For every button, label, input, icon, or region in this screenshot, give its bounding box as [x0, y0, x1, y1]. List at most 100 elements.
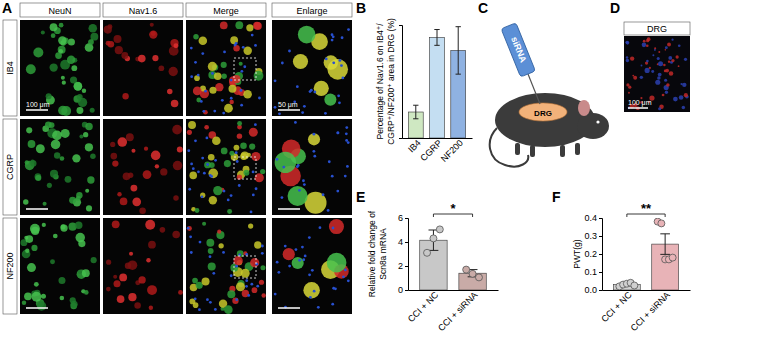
nucleus [347, 279, 350, 282]
cell [60, 296, 65, 301]
nucleus [194, 139, 197, 142]
y-tick-label: 0.1 [584, 267, 597, 277]
x-tick-label: IB4 [406, 138, 423, 155]
cell [235, 21, 243, 29]
cell [188, 121, 196, 129]
cell [121, 52, 128, 59]
cell [243, 46, 251, 54]
nucleus [199, 241, 202, 244]
nucleus [223, 190, 226, 193]
cell [243, 251, 247, 255]
cell [61, 224, 66, 229]
cell [240, 143, 247, 150]
cell [151, 31, 156, 36]
nucleus [235, 265, 238, 268]
error-cap [456, 74, 461, 75]
cell [236, 282, 245, 291]
cell [70, 301, 77, 308]
panel-d: DRG100 μm [624, 22, 690, 112]
cell [220, 22, 228, 30]
micrograph-background [103, 20, 183, 116]
nucleus [332, 61, 335, 64]
cell [68, 38, 75, 45]
nucleus [211, 72, 214, 75]
nucleus [187, 227, 190, 230]
cell [50, 23, 58, 31]
cell [67, 56, 75, 64]
cell [90, 108, 95, 113]
x-axis: CCI + NCCCI + siRNA [599, 289, 690, 333]
nucleus [341, 77, 344, 80]
cell [199, 36, 208, 45]
speck [678, 65, 680, 67]
speck [654, 49, 656, 51]
micrograph: 50 μm [272, 20, 352, 116]
nucleus [303, 183, 306, 186]
speck [668, 60, 670, 62]
nucleus [342, 275, 345, 278]
cell [298, 26, 316, 44]
cell [203, 110, 208, 115]
micrograph [272, 119, 352, 215]
cell [76, 107, 83, 114]
nucleus [221, 99, 224, 102]
nucleus [309, 296, 312, 299]
nucleus [296, 165, 299, 168]
chart: IB4CGRPNF200Percentage of Nav1.6 on IB4⁺… [375, 18, 473, 164]
scale-bar-label: 100 μm [26, 101, 50, 109]
zoom-box [234, 157, 256, 179]
cell [53, 234, 58, 239]
cell [230, 36, 238, 44]
y-axis-line [405, 219, 409, 291]
cell [139, 207, 146, 214]
cell [47, 183, 52, 188]
cell [110, 153, 117, 160]
nucleus [312, 150, 315, 153]
nucleus [190, 251, 193, 254]
cell [217, 230, 221, 234]
panel-label: A [2, 0, 12, 16]
cell [113, 275, 117, 279]
cell [232, 298, 238, 304]
data-point [631, 282, 638, 289]
panel-label: B [356, 0, 366, 16]
nucleus [250, 283, 253, 286]
speck [667, 42, 671, 46]
cell [31, 245, 37, 251]
y-tick-label: 0.4 [584, 213, 597, 223]
nucleus [303, 105, 306, 108]
cell [314, 81, 329, 96]
cell [178, 290, 183, 295]
cell [112, 160, 118, 166]
x-tick: NF200 [439, 138, 465, 164]
data-point [424, 249, 431, 256]
cell [110, 142, 115, 147]
nucleus [198, 308, 201, 311]
nucleus [230, 97, 233, 100]
micrograph [186, 20, 266, 116]
cell [129, 252, 133, 256]
cell [36, 144, 45, 153]
cell [202, 277, 210, 285]
y-tick: 0 [398, 285, 408, 295]
cell [212, 137, 221, 146]
data-point [430, 235, 437, 242]
nucleus [331, 175, 334, 178]
cell [72, 154, 80, 162]
micrograph-background [272, 119, 352, 215]
cell [241, 269, 250, 278]
cell [173, 161, 182, 170]
micrograph-background [272, 218, 352, 314]
cell [69, 197, 76, 204]
cell [293, 54, 308, 69]
cell [209, 87, 216, 94]
cell [41, 294, 46, 299]
cell [195, 208, 200, 213]
nucleus [301, 111, 304, 114]
nucleus [325, 58, 328, 61]
nucleus [338, 101, 341, 104]
cell [221, 62, 227, 68]
speck [662, 94, 665, 97]
cell [149, 306, 153, 310]
cell [208, 154, 215, 161]
